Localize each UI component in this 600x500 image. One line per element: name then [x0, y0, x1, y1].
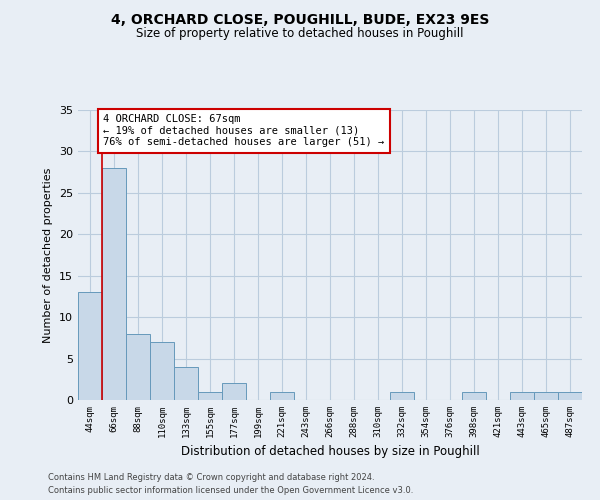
Bar	[150, 342, 174, 400]
Bar	[390, 392, 414, 400]
Bar	[174, 367, 198, 400]
Text: Contains HM Land Registry data © Crown copyright and database right 2024.: Contains HM Land Registry data © Crown c…	[48, 474, 374, 482]
Bar	[102, 168, 126, 400]
Text: Size of property relative to detached houses in Poughill: Size of property relative to detached ho…	[136, 28, 464, 40]
Bar	[462, 392, 486, 400]
Bar	[198, 392, 222, 400]
Text: 4, ORCHARD CLOSE, POUGHILL, BUDE, EX23 9ES: 4, ORCHARD CLOSE, POUGHILL, BUDE, EX23 9…	[111, 12, 489, 26]
Bar	[510, 392, 534, 400]
Bar	[558, 392, 582, 400]
Text: Contains public sector information licensed under the Open Government Licence v3: Contains public sector information licen…	[48, 486, 413, 495]
Text: 4 ORCHARD CLOSE: 67sqm
← 19% of detached houses are smaller (13)
76% of semi-det: 4 ORCHARD CLOSE: 67sqm ← 19% of detached…	[103, 114, 385, 148]
X-axis label: Distribution of detached houses by size in Poughill: Distribution of detached houses by size …	[181, 446, 479, 458]
Bar	[78, 292, 102, 400]
Y-axis label: Number of detached properties: Number of detached properties	[43, 168, 53, 342]
Bar	[222, 384, 246, 400]
Bar	[534, 392, 558, 400]
Bar	[270, 392, 294, 400]
Bar	[126, 334, 150, 400]
